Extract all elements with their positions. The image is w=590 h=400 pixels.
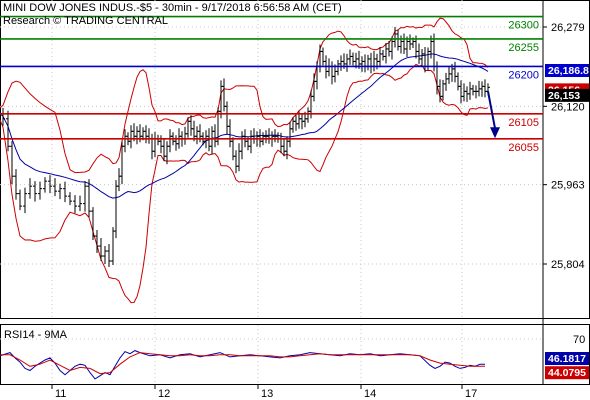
price-badge [545,64,589,78]
x-tick-label: 13 [261,388,273,400]
x-tick-label: 11 [55,388,66,400]
x-tick-label: 14 [364,388,376,400]
projection-arrow-shaft [487,91,496,129]
projection-arrow-head [490,127,500,139]
chart-subtitle: Research © TRADING CENTRAL [3,15,168,27]
y-tick-label: 26,120 [551,101,585,113]
rsi-y-tick-label: 70 [573,334,585,346]
price-panel-frame [0,0,590,319]
y-tick-label: 26,279 [551,22,585,34]
moving-average-line [0,53,489,199]
level-label-26105: 26105 [508,117,539,129]
rsi-badge [545,352,589,366]
y-tick-label: 25,963 [551,180,585,192]
rsi-badge-label: 44.0795 [548,367,586,379]
x-tick-label: 12 [158,388,170,400]
bollinger-lower-band [0,63,489,304]
rsi-badge-label: 46.1817 [548,353,586,365]
x-tick-label: 17 [465,388,477,400]
chart-title: MINI DOW JONES INDUS.-$5 - 30min - 9/17/… [3,2,342,14]
level-label-26255: 26255 [508,42,539,54]
price-badge-label: 26,153 [548,90,580,102]
price-badge [545,88,589,102]
price-badge-label: 26,186.8 [548,65,589,77]
rsi-title: RSI14 - 9MA [4,329,68,341]
bollinger-upper-band [0,17,489,174]
level-label-26200: 26200 [508,69,539,81]
rsi-badge [545,366,589,380]
level-label-26055: 26055 [508,142,539,154]
rsi-series-9ma [0,352,485,375]
y-tick-label: 25,804 [551,259,585,271]
rsi-panel-frame [0,324,590,385]
level-label-26300: 26300 [508,20,539,32]
